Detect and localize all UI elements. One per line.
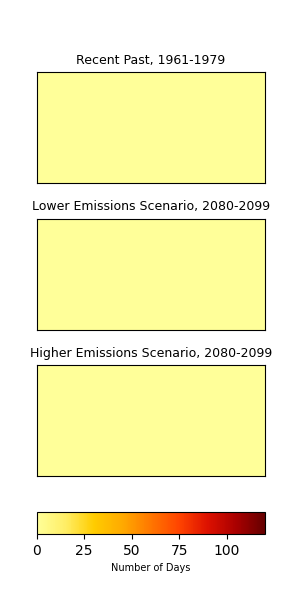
X-axis label: Number of Days: Number of Days <box>111 563 190 573</box>
Title: Lower Emissions Scenario, 2080-2099: Lower Emissions Scenario, 2080-2099 <box>32 200 270 213</box>
Title: Higher Emissions Scenario, 2080-2099: Higher Emissions Scenario, 2080-2099 <box>30 347 272 360</box>
Title: Recent Past, 1961-1979: Recent Past, 1961-1979 <box>76 53 225 67</box>
